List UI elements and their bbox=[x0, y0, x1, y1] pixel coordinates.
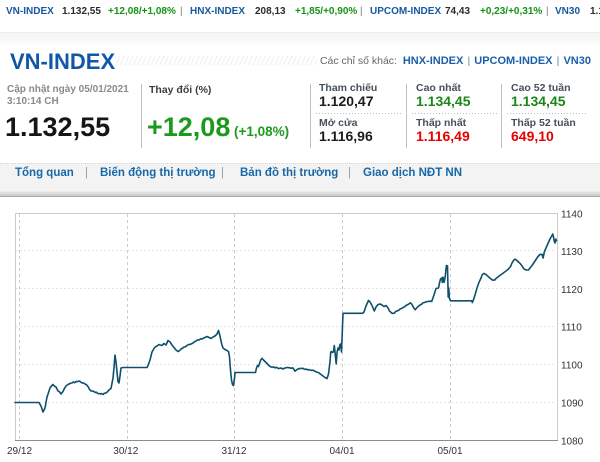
svg-text:1120: 1120 bbox=[561, 285, 583, 296]
svg-text:1080: 1080 bbox=[561, 437, 584, 448]
svg-text:1100: 1100 bbox=[561, 361, 583, 372]
svg-text:31/12: 31/12 bbox=[221, 446, 246, 457]
svg-text:05/01: 05/01 bbox=[437, 446, 462, 457]
svg-text:29/12: 29/12 bbox=[7, 446, 32, 457]
svg-text:1110: 1110 bbox=[561, 323, 582, 334]
svg-text:1090: 1090 bbox=[561, 399, 584, 410]
svg-text:30/12: 30/12 bbox=[113, 446, 138, 457]
svg-text:04/01: 04/01 bbox=[329, 446, 354, 457]
svg-text:1130: 1130 bbox=[561, 247, 583, 258]
svg-text:1140: 1140 bbox=[561, 210, 583, 221]
